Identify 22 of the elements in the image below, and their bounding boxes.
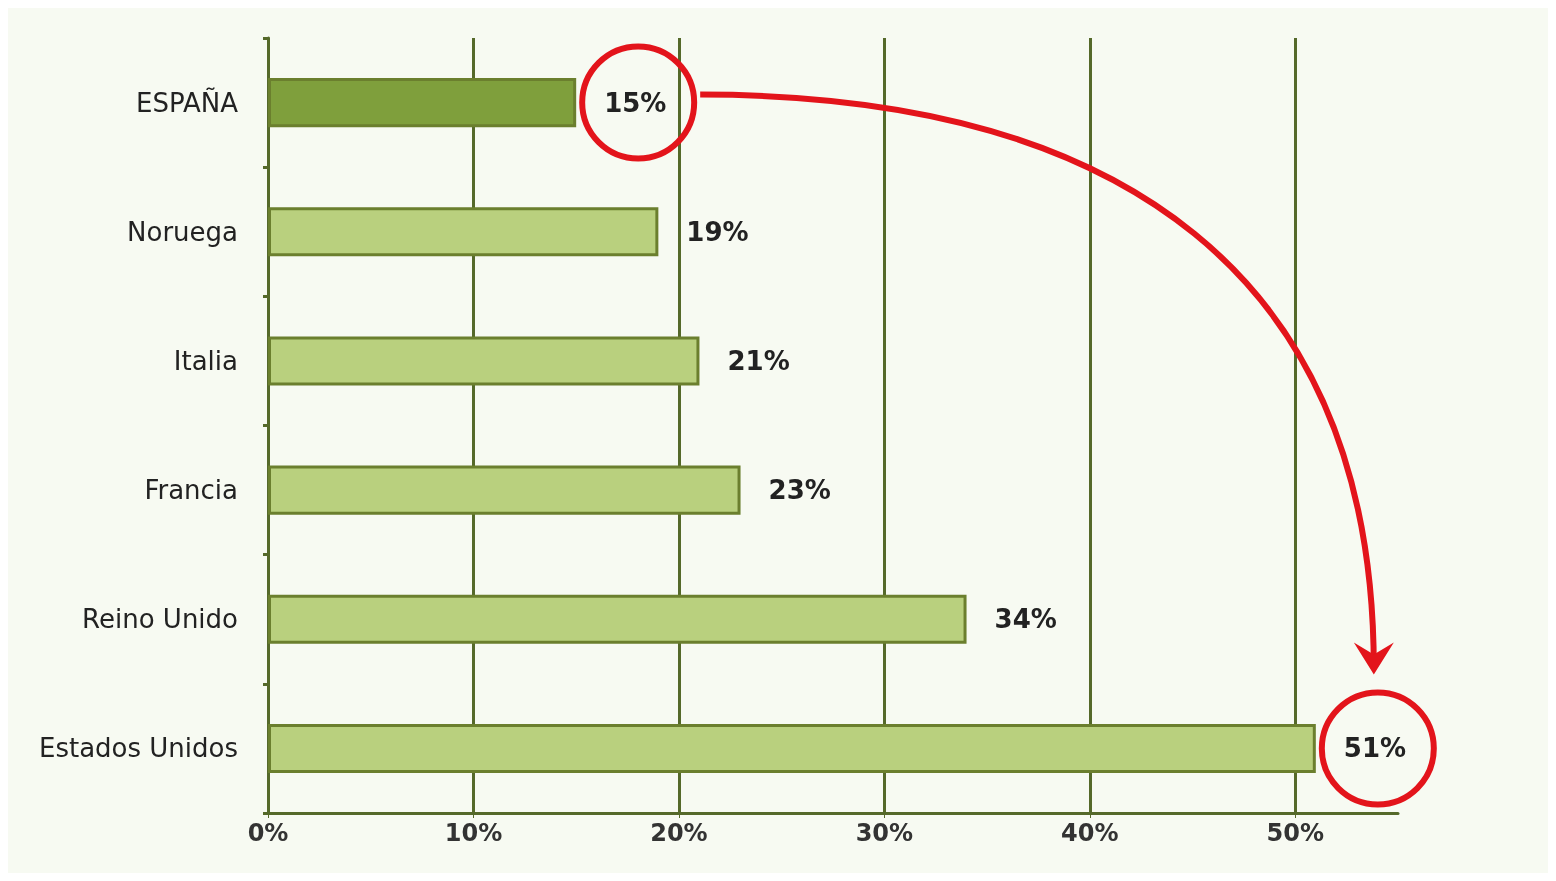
bar — [268, 336, 700, 386]
y-tick-label: Estados Unidos — [38, 733, 238, 764]
data-label: 51% — [1343, 733, 1407, 764]
y-tick-label: Francia — [144, 475, 238, 506]
y-tick-label: Italia — [173, 345, 238, 376]
bar — [268, 594, 967, 644]
y-tick-label: ESPAÑA — [136, 86, 239, 118]
x-tick-label: 40% — [1061, 819, 1119, 847]
x-tick-label: 10% — [444, 819, 503, 847]
data-label: 34% — [994, 604, 1057, 635]
x-tick-label: 50% — [1266, 819, 1324, 847]
x-tick-label: 30% — [855, 819, 914, 847]
bar — [268, 465, 741, 515]
data-label: 19% — [686, 216, 749, 247]
data-label: 15% — [604, 87, 667, 118]
data-label: 23% — [768, 475, 831, 506]
bar — [268, 207, 659, 257]
y-tick-label: Noruega — [127, 216, 238, 247]
data-label: 21% — [727, 345, 790, 376]
x-tick-label: 0% — [247, 819, 289, 847]
y-tick-label: Reino Unido — [82, 604, 238, 635]
x-tick-label: 20% — [650, 819, 708, 847]
